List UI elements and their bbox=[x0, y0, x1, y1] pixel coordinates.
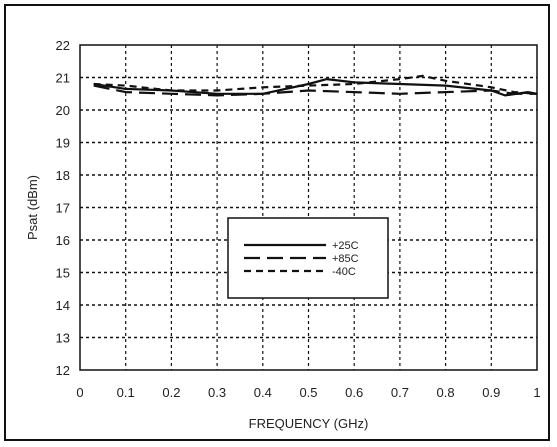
y-tick-label: 20 bbox=[56, 103, 70, 118]
x-tick-label: 0 bbox=[76, 385, 83, 400]
y-tick-label: 16 bbox=[56, 233, 70, 248]
x-tick-label: 0.6 bbox=[345, 385, 363, 400]
series-line-40c bbox=[93, 74, 538, 95]
plot-area bbox=[79, 44, 538, 371]
x-tick-label: 1 bbox=[533, 385, 540, 400]
legend-label: +25C bbox=[332, 240, 359, 252]
x-tick-label: 0.9 bbox=[482, 385, 500, 400]
y-tick-label: 13 bbox=[56, 331, 70, 346]
y-tick-label: 17 bbox=[56, 201, 70, 216]
legend-label: +85C bbox=[332, 253, 359, 265]
y-tick-label: 21 bbox=[56, 71, 70, 86]
y-axis-label: Psat (dBm) bbox=[25, 175, 40, 240]
y-tick-label: 14 bbox=[56, 298, 70, 313]
series-line-25c bbox=[93, 77, 538, 97]
x-tick-label: 0.4 bbox=[254, 385, 272, 400]
x-tick-label: 0.1 bbox=[117, 385, 135, 400]
y-tick-label: 15 bbox=[56, 266, 70, 281]
x-tick-label: 0.8 bbox=[437, 385, 455, 400]
y-tick-label: 18 bbox=[56, 168, 70, 183]
legend-label: -40C bbox=[332, 266, 356, 278]
grid bbox=[80, 45, 537, 370]
y-tick-label: 12 bbox=[56, 363, 70, 378]
x-tick-labels: 0 0.1 0.2 0.3 0.4 0.5 0.6 0.7 0.8 0.9 1 bbox=[76, 385, 540, 400]
x-tick-label: 0.2 bbox=[162, 385, 180, 400]
x-tick-label: 0.3 bbox=[208, 385, 226, 400]
x-axis-label: FREQUENCY (GHz) bbox=[249, 416, 369, 431]
y-tick-label: 22 bbox=[56, 38, 70, 53]
x-tick-label: 0.5 bbox=[299, 385, 317, 400]
y-tick-labels: 12 13 14 15 16 17 18 19 20 21 22 bbox=[56, 38, 70, 378]
legend: +25C+85C-40C bbox=[227, 217, 389, 299]
x-tick-label: 0.7 bbox=[391, 385, 409, 400]
series-lines bbox=[93, 74, 538, 97]
y-tick-label: 19 bbox=[56, 136, 70, 151]
series-line-85c bbox=[93, 84, 537, 97]
